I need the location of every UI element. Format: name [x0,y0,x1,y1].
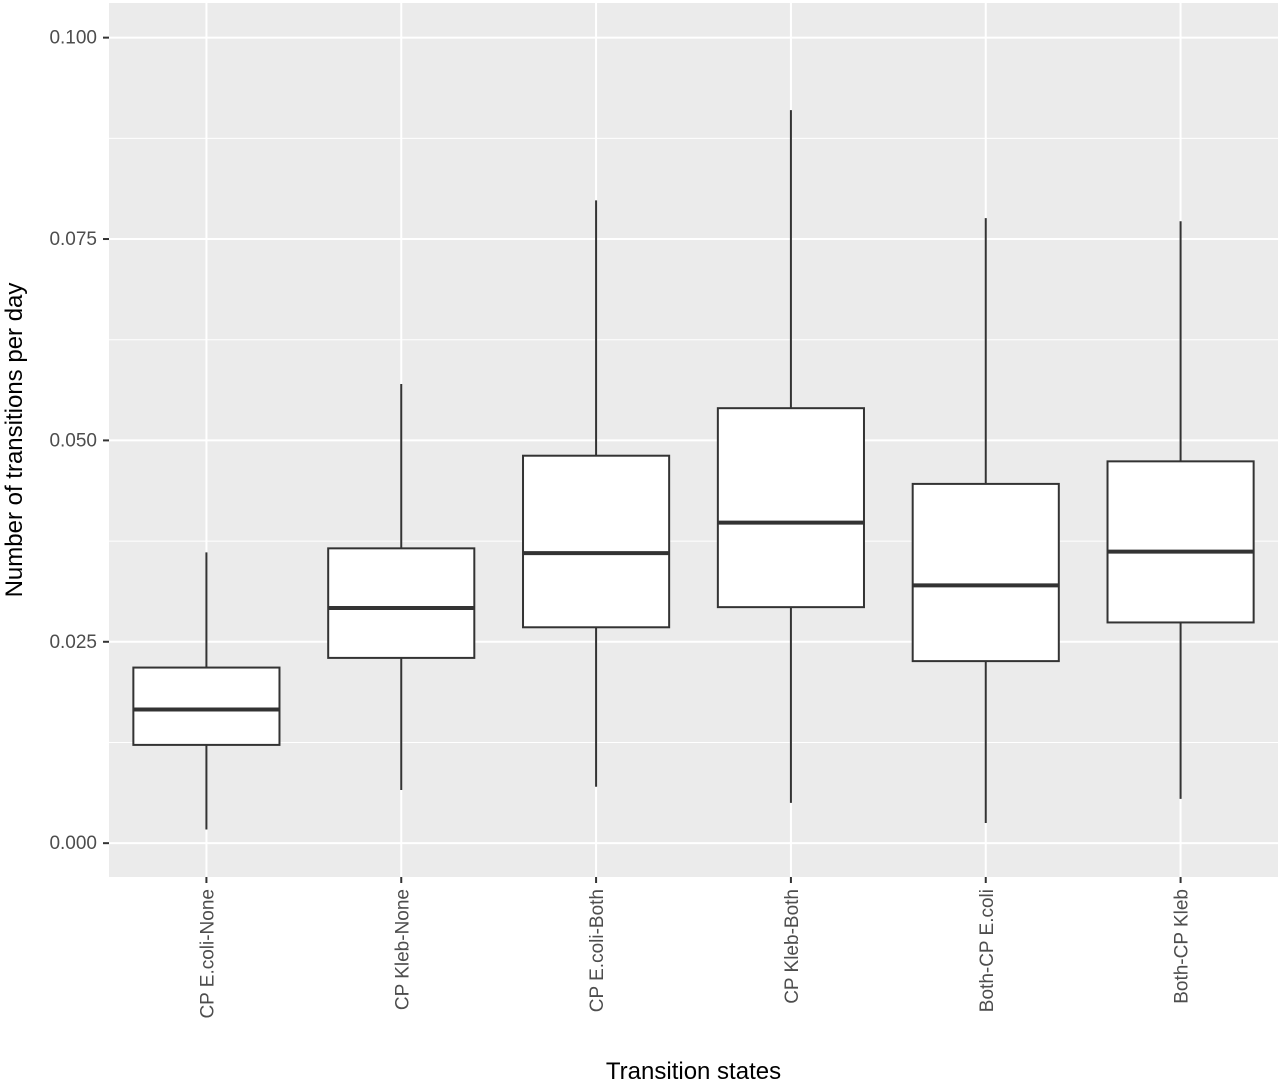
x-axis: CP E.coli-None CP Kleb-None CP E.coli-Both… [197,877,1193,1019]
box-1 [132,552,281,830]
box-iqr [132,666,281,746]
x-tick-label: CP Kleb-None [392,889,413,1010]
box-5 [911,218,1060,824]
x-tick-label: Both-CP Kleb [1172,889,1193,1004]
boxes [132,110,1255,830]
box-2 [327,384,476,791]
y-axis: 0.000 0.025 0.050 0.075 0.100 [49,28,109,854]
box-iqr [522,454,671,629]
box-3 [522,200,671,787]
minor-gridlines [109,137,1278,743]
box-4 [716,110,865,803]
box-iqr [1106,460,1255,624]
x-tick-label: CP E.coli-Both [587,889,608,1012]
box-6 [1106,221,1255,799]
y-tick-label: 0.000 [49,833,97,854]
y-tick-label: 0.025 [49,632,97,653]
x-axis-title: Transition states [606,1058,781,1085]
x-tick-label: CP E.coli-None [197,889,218,1019]
box-iqr [716,407,865,609]
box-iqr [911,482,1060,663]
x-tick-label: CP Kleb-Both [782,889,803,1004]
box-iqr [327,547,476,659]
y-axis-title: Number of transitions per day [1,283,28,598]
y-tick-label: 0.075 [49,229,97,250]
y-tick-label: 0.050 [49,430,97,451]
y-tick-label: 0.100 [49,28,97,49]
x-tick-label: Both-CP E.coli [977,889,998,1012]
